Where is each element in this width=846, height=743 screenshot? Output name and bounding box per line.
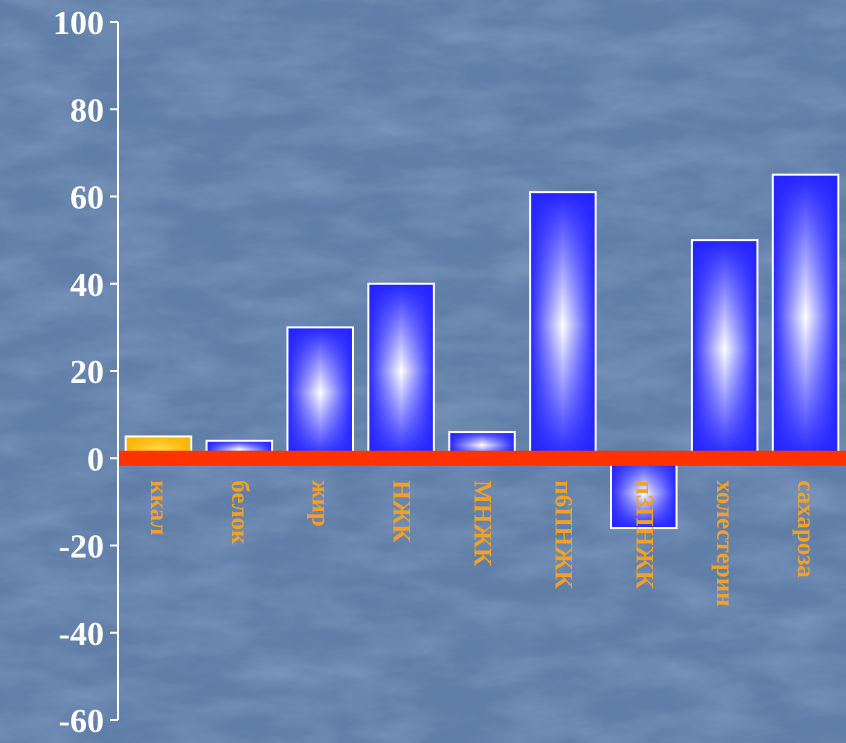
y-tick-label: 20	[70, 354, 104, 391]
y-tick-label: 60	[70, 180, 104, 217]
bar-shade	[286, 326, 354, 460]
y-tick-label: -60	[59, 703, 104, 740]
y-tick-label: -20	[59, 529, 104, 566]
y-tick-label: 0	[87, 441, 104, 478]
y-tick-label: 100	[53, 5, 104, 42]
category-label: холестерин	[711, 480, 738, 606]
bar-shade	[529, 191, 597, 460]
category-label: п3ПНЖК	[630, 480, 657, 589]
bar	[610, 457, 678, 530]
bar-shade	[610, 457, 678, 530]
category-label: сахароза	[792, 480, 819, 578]
category-label: п6ПНЖК	[549, 480, 576, 589]
bar-shade	[367, 282, 435, 460]
bar	[771, 173, 840, 460]
y-tick-label: 80	[70, 92, 104, 129]
category-label: МНЖК	[469, 480, 496, 566]
bar-shade	[690, 239, 759, 460]
category-label: ккал	[145, 480, 172, 535]
category-label: НЖК	[388, 480, 415, 542]
bar	[690, 239, 759, 460]
bar-shade	[771, 173, 840, 460]
y-tick-label: -40	[59, 616, 104, 653]
category-label: жир	[307, 480, 334, 526]
bar	[529, 191, 597, 460]
category-label: белок	[226, 480, 253, 545]
y-tick-label: 40	[70, 267, 104, 304]
bar	[367, 282, 435, 460]
bar	[286, 326, 354, 460]
